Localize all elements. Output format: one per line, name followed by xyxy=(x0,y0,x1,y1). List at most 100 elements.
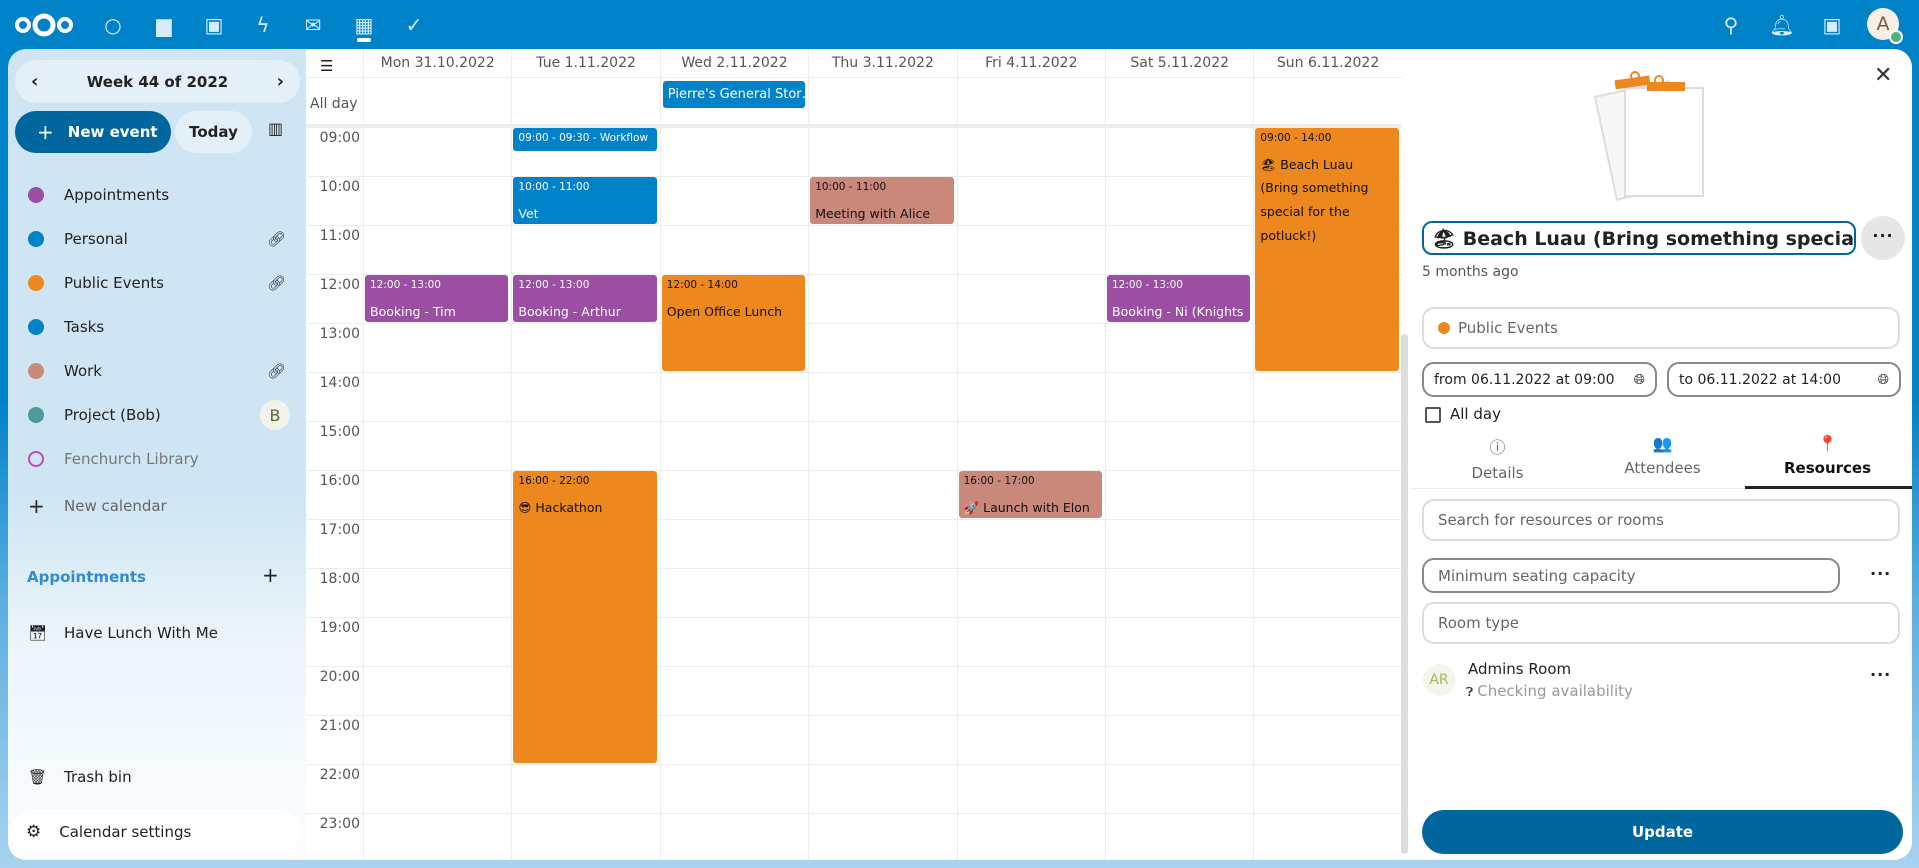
notifications-bell-icon[interactable]: 🔔︎ xyxy=(1769,13,1795,37)
help-circle-icon: ❓︎ xyxy=(1466,685,1474,699)
start-datetime-field[interactable]: from 06.11.2022 at 09:00 🌐︎ xyxy=(1422,362,1657,397)
week-label[interactable]: Week 44 of 2022 xyxy=(86,72,229,91)
calendar-event[interactable]: 12:00 - 14:00 Open Office Lunch xyxy=(661,275,806,371)
calendar-item[interactable]: Public Events 🔗︎ xyxy=(28,265,298,301)
day-header: Thu 3.11.2022 xyxy=(808,49,956,77)
calendar-item[interactable]: Appointments xyxy=(28,177,298,213)
calendar-item[interactable]: Personal 🔗︎ xyxy=(28,221,298,257)
hour-label: 10:00 xyxy=(319,179,360,195)
calendar-scrollbar[interactable] xyxy=(1401,334,1408,854)
info-icon: ⓘ xyxy=(1489,438,1506,457)
calendar-picker[interactable]: Public Events xyxy=(1422,307,1900,349)
calendar-event[interactable]: 16:00 - 22:00 😎 Hackathon xyxy=(513,471,657,763)
calendar-event[interactable]: 10:00 - 11:00 Vet xyxy=(513,177,657,224)
calendar-color-dot[interactable] xyxy=(28,319,44,335)
mail-icon[interactable]: ✉ xyxy=(304,13,322,37)
timezone-globe-icon[interactable]: 🌐︎ xyxy=(1877,371,1889,388)
calendar-event[interactable]: 16:00 - 17:00 🚀 Launch with Elon xyxy=(958,471,1102,518)
calendar-color-dot[interactable] xyxy=(28,451,44,467)
update-button[interactable]: Update xyxy=(1422,810,1903,854)
calendar-item[interactable]: Project (Bob) B xyxy=(28,397,298,433)
calendar-event[interactable]: 12:00 - 13:00 Booking - Ni (Knights xyxy=(1107,275,1251,322)
calendar-icon[interactable]: ▦ xyxy=(354,13,374,37)
dashboard-icon[interactable]: ○ xyxy=(104,13,122,37)
contacts-icon[interactable]: ▣ xyxy=(1822,13,1842,37)
hour-gridline xyxy=(306,519,1402,520)
today-button[interactable]: Today xyxy=(175,111,252,153)
close-icon[interactable]: ✕ xyxy=(1874,63,1893,88)
calendar-event[interactable]: 12:00 - 13:00 Booking - Arthur Dent xyxy=(513,275,657,322)
event-title: 🚀 Launch with Elon xyxy=(963,499,1090,515)
share-link-icon[interactable]: 🔗︎ xyxy=(266,230,286,248)
calendar-item[interactable]: Work 🔗︎ xyxy=(28,353,298,389)
week-navigator: ‹ Week 44 of 2022 › xyxy=(15,60,300,103)
calendar-event[interactable]: 10:00 - 11:00 Meeting with Alice xyxy=(810,177,954,224)
tab-attendees[interactable]: 👥 Attendees xyxy=(1581,434,1744,477)
trash-label: Trash bin xyxy=(64,768,132,786)
hour-gridline xyxy=(306,568,1402,569)
view-columns-icon[interactable]: ▥ xyxy=(268,119,284,138)
files-icon[interactable]: ▆ xyxy=(156,13,172,37)
calendar-settings-button[interactable]: ⚙ Calendar settings xyxy=(11,811,301,853)
event-more-actions-button[interactable]: ··· xyxy=(1861,216,1905,260)
timezone-globe-icon[interactable]: 🌐︎ xyxy=(1633,371,1645,388)
event-title: Vet xyxy=(518,205,539,221)
resource-more-options-icon[interactable]: ··· xyxy=(1870,665,1892,684)
calendar-name: Fenchurch Library xyxy=(64,450,199,468)
calendar-event[interactable]: 12:00 - 13:00 Booking - Tim (Wizard) xyxy=(365,275,509,322)
event-title: Meeting with Alice xyxy=(815,205,931,221)
appointment-have-lunch[interactable]: 📅︎ Have Lunch With Me xyxy=(28,615,298,651)
all-day-label: All day xyxy=(310,96,358,112)
hour-label: 18:00 xyxy=(319,571,360,587)
all-day-checkbox[interactable] xyxy=(1425,407,1441,423)
hour-gridline xyxy=(306,470,1402,471)
collapse-sidebar-icon[interactable]: ☰ xyxy=(320,57,334,75)
min-seating-capacity-input[interactable]: Minimum seating capacity xyxy=(1422,558,1840,593)
calendar-color-dot[interactable] xyxy=(28,231,44,247)
event-title: Booking - Tim (Wizard) xyxy=(370,303,456,319)
appointment-label: Have Lunch With Me xyxy=(64,624,218,642)
calendar-color-dot[interactable] xyxy=(28,275,44,291)
share-link-icon[interactable]: 🔗︎ xyxy=(266,362,286,380)
trash-bin-button[interactable]: 🗑︎ Trash bin xyxy=(28,759,298,795)
calendar-color-dot[interactable] xyxy=(28,187,44,203)
day-column-divider xyxy=(808,77,810,860)
previous-week-chevron-left-icon[interactable]: ‹ xyxy=(31,71,39,92)
calendar-color-dot[interactable] xyxy=(28,363,44,379)
new-calendar-button[interactable]: + New calendar xyxy=(28,488,298,524)
search-icon[interactable]: ⚲ xyxy=(1723,13,1739,37)
calendar-event[interactable]: 09:00 - 09:30 - Workflow xyxy=(513,128,657,151)
active-tab-underline xyxy=(1745,486,1912,489)
event-title-input[interactable]: 🏖 Beach Luau (Bring something special fo… xyxy=(1422,221,1856,255)
hour-gridline xyxy=(306,764,1402,765)
hour-gridline xyxy=(306,127,1402,128)
share-link-icon[interactable]: 🔗︎ xyxy=(266,274,286,292)
tab-details[interactable]: ⓘ Details xyxy=(1416,434,1579,482)
calendar-name: Appointments xyxy=(64,186,170,204)
day-column-divider xyxy=(1253,77,1255,860)
user-avatar[interactable]: A xyxy=(1867,8,1903,44)
day-column-divider xyxy=(659,77,661,860)
calendar-item[interactable]: Fenchurch Library xyxy=(28,441,298,477)
activity-icon[interactable]: ϟ xyxy=(256,13,270,37)
next-week-chevron-right-icon[interactable]: › xyxy=(276,71,284,92)
all-day-event[interactable]: Pierre's General Stor… xyxy=(662,81,806,108)
event-time: 12:00 - 13:00 xyxy=(518,279,590,291)
add-appointment-plus-icon[interactable]: + xyxy=(262,563,279,587)
tasks-icon[interactable]: ✓ xyxy=(405,13,423,37)
event-title: Booking - Ni (Knights xyxy=(1112,303,1244,319)
nextcloud-logo[interactable] xyxy=(14,12,74,38)
calendar-item[interactable]: Tasks xyxy=(28,309,298,345)
tabs-divider xyxy=(1410,488,1912,489)
calendar-color-dot[interactable] xyxy=(28,407,44,423)
resource-search-input[interactable]: Search for resources or rooms xyxy=(1422,499,1900,541)
tab-resources[interactable]: 📍 Resources xyxy=(1746,434,1909,477)
capacity-more-options-icon[interactable]: ··· xyxy=(1870,564,1892,583)
calendar-event[interactable]: 09:00 - 14:00 🏖 Beach Luau (Bring somethi… xyxy=(1255,128,1399,371)
hour-label: 13:00 xyxy=(319,326,360,342)
room-type-select[interactable]: Room type xyxy=(1422,602,1900,644)
photos-icon[interactable]: ▣ xyxy=(204,13,224,37)
new-event-button[interactable]: + New event xyxy=(15,111,171,153)
top-bar: ○ ▆ ▣ ϟ ✉ ▦ ✓ ⚲ 🔔︎ ▣ A xyxy=(0,0,1919,49)
end-datetime-field[interactable]: to 06.11.2022 at 14:00 🌐︎ xyxy=(1667,362,1901,397)
